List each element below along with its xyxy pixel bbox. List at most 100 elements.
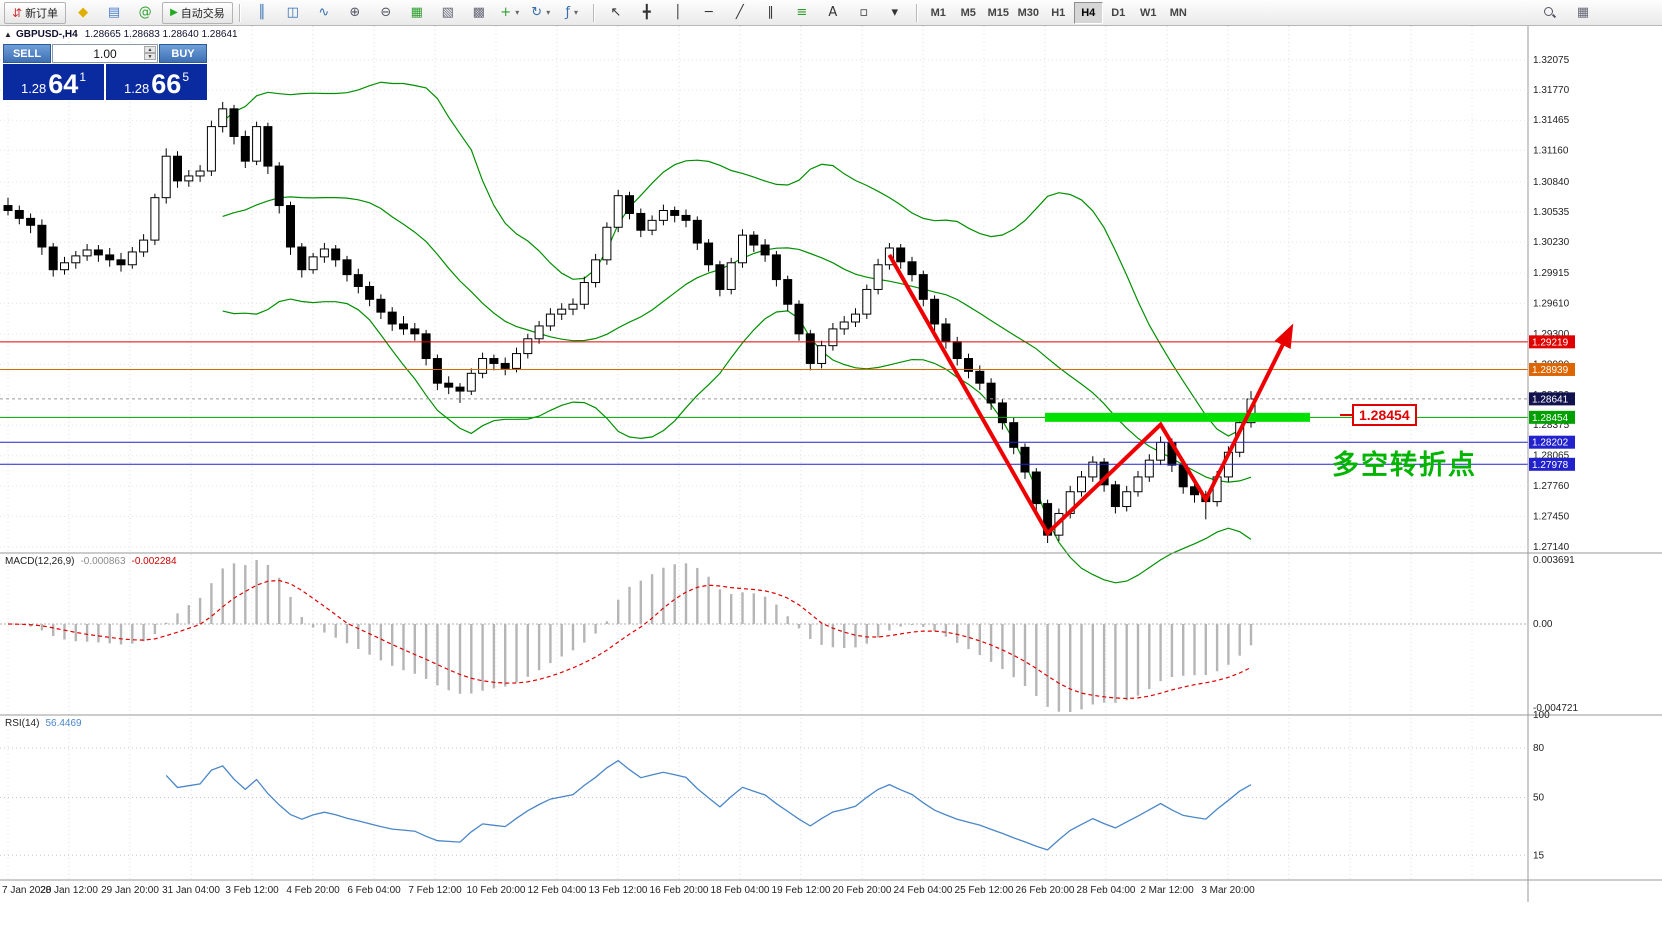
trendline-button[interactable]: ╱ xyxy=(725,2,755,24)
price-badge-resistance-orange: 1.28939 xyxy=(1532,365,1569,376)
timeframe-m1-button[interactable]: M1 xyxy=(930,6,946,19)
new-chart-icon: + xyxy=(500,5,512,20)
timeframe-d1-button[interactable]: D1 xyxy=(1111,6,1126,19)
indicators-button[interactable]: ƒ ▾ xyxy=(557,2,587,24)
timeframe-h4-button[interactable]: H4 xyxy=(1073,1,1103,24)
sell-price-main: 1.28 xyxy=(20,81,47,96)
svg-text:15: 15 xyxy=(1533,850,1545,861)
price-badge-support-blue-2: 1.27978 xyxy=(1532,460,1569,471)
turning-point-note[interactable]: 多空转折点 xyxy=(1332,450,1477,480)
price-badge-current-price: 1.28641 xyxy=(1532,394,1569,405)
symbol-info-bar: GBPUSD-,H4 1.28665 1.28683 1.28640 1.2864… xyxy=(16,29,238,40)
timeframe-m5-button[interactable]: M5 xyxy=(960,6,976,19)
toolbar-separator xyxy=(238,3,241,22)
mailbox-button[interactable]: @ xyxy=(130,2,160,24)
buy-price-point: 5 xyxy=(182,70,190,84)
volume-input[interactable] xyxy=(73,45,137,62)
new-chart-dropdown-icon: ▾ xyxy=(515,8,520,17)
support-price-label[interactable]: 1.28454 xyxy=(1340,404,1417,426)
line-chart-button[interactable]: ∿ xyxy=(309,2,339,24)
svg-text:1.30230: 1.30230 xyxy=(1533,237,1570,248)
bar-chart-button[interactable]: ║ xyxy=(247,2,277,24)
equidistant-channel-button[interactable]: ∥ xyxy=(756,2,786,24)
toolbar-group-right: ▦ xyxy=(1534,2,1598,24)
sell-button[interactable]: SELL xyxy=(3,44,51,63)
vertical-line-icon: │ xyxy=(673,5,682,20)
svg-text:1.32075: 1.32075 xyxy=(1533,55,1570,66)
trend-arrow-annotation[interactable] xyxy=(887,253,1294,537)
text-label-button[interactable]: ▫ xyxy=(849,2,879,24)
indicators-icon: ƒ xyxy=(565,5,571,20)
cursor-button[interactable]: ↖ xyxy=(601,2,631,24)
time-tick-label: 4 Feb 20:00 xyxy=(286,885,340,896)
new-window-button[interactable]: ▦ xyxy=(1568,2,1598,24)
time-tick-label: 24 Feb 04:00 xyxy=(894,885,953,896)
svg-text:1.30840: 1.30840 xyxy=(1533,177,1570,188)
support-zone[interactable] xyxy=(1045,412,1310,422)
timeframe-m30-button[interactable]: M30 xyxy=(1017,6,1039,19)
horizontal-line-button[interactable]: ─ xyxy=(694,2,724,24)
candlestick-series xyxy=(3,101,1256,544)
svg-text:80: 80 xyxy=(1533,743,1545,754)
buy-price-panel[interactable]: 1.28 66 5 xyxy=(106,64,207,100)
toolbar-group-general: ◆ ▤ @ xyxy=(68,2,160,24)
one-click-collapse-icon[interactable]: ▲ xyxy=(4,30,12,39)
text-label-icon: ▫ xyxy=(859,5,869,20)
price-badges[interactable]: 1.29219 1.28939 1.28641 1.28454 1.28202 1.279… xyxy=(1529,335,1575,471)
svg-text:1.28065: 1.28065 xyxy=(1533,451,1570,462)
profiles-button[interactable]: ↻ ▾ xyxy=(526,2,556,24)
svg-text:1.28375: 1.28375 xyxy=(1533,420,1570,431)
text-button[interactable]: A xyxy=(818,2,848,24)
horizontal-levels[interactable] xyxy=(0,341,1528,465)
time-tick-label: 18 Feb 04:00 xyxy=(711,885,770,896)
macd-main-value: -0.000863 xyxy=(80,556,126,567)
arrows-list-button[interactable]: ▾ xyxy=(880,2,910,24)
volume-up-icon[interactable]: ▲ xyxy=(144,46,156,53)
time-tick-label: 16 Feb 20:00 xyxy=(650,885,709,896)
fibonacci-icon: ≡ xyxy=(796,5,808,20)
time-tick-label: 29 Jan 20:00 xyxy=(101,885,159,896)
zoom-in-button[interactable]: ⊕ xyxy=(340,2,370,24)
tile-windows-button[interactable]: ▦ xyxy=(402,2,432,24)
toolbar-group-timeframes: M1 M5 M15 M30 H1 H4 D1 W1 MN xyxy=(924,1,1193,24)
cascade-windows-button[interactable]: ▧ xyxy=(433,2,463,24)
time-tick-label: 7 Feb 12:00 xyxy=(408,885,462,896)
macd-signal-value: -0.002284 xyxy=(131,556,177,567)
zoom-out-button[interactable]: ⊖ xyxy=(371,2,401,24)
svg-text:1.30535: 1.30535 xyxy=(1533,207,1570,218)
time-tick-label: 28 Jan 12:00 xyxy=(40,885,98,896)
arrange-windows-button[interactable]: ▩ xyxy=(464,2,494,24)
crosshair-button[interactable]: ╋ xyxy=(632,2,662,24)
buy-price-pips: 66 xyxy=(151,69,182,100)
market-watch-button[interactable]: ▤ xyxy=(99,2,129,24)
indicators-dropdown-icon: ▾ xyxy=(574,8,579,17)
volume-down-icon[interactable]: ▼ xyxy=(144,53,156,60)
svg-text:1.31465: 1.31465 xyxy=(1533,115,1570,126)
time-tick-label: 7 Jan 2020 xyxy=(2,885,52,896)
search-button[interactable] xyxy=(1534,2,1564,24)
timeframe-w1-button[interactable]: W1 xyxy=(1140,6,1157,19)
crosshair-icon: ╋ xyxy=(642,5,651,20)
sell-price-panel[interactable]: 1.28 64 1 xyxy=(3,64,104,100)
fibonacci-button[interactable]: ≡ xyxy=(787,2,817,24)
market-watch-icon: ▤ xyxy=(107,5,121,20)
rsi-indicator-label: RSI(14) 56.4469 xyxy=(5,718,82,729)
new-chart-button[interactable]: + ▾ xyxy=(495,2,525,24)
svg-text:1.27450: 1.27450 xyxy=(1533,511,1570,522)
time-tick-label: 28 Feb 04:00 xyxy=(1077,885,1136,896)
metaeditor-button[interactable]: ◆ xyxy=(68,2,98,24)
candlestick-chart-button[interactable]: ◫ xyxy=(278,2,308,24)
buy-button[interactable]: BUY xyxy=(159,44,207,63)
timeframe-m15-button[interactable]: M15 xyxy=(987,6,1009,19)
horizontal-line-icon: ─ xyxy=(704,5,713,20)
auto-trading-button[interactable]: ▶ 自动交易 xyxy=(162,1,233,24)
new-order-button[interactable]: ⇵ 新订单 xyxy=(4,1,67,24)
svg-text:1.31770: 1.31770 xyxy=(1533,85,1570,96)
timeframe-h1-button[interactable]: H1 xyxy=(1051,6,1066,19)
vertical-line-button[interactable]: │ xyxy=(663,2,693,24)
timeframe-mn-button[interactable]: MN xyxy=(1169,6,1187,19)
candlestick-chart-icon: ◫ xyxy=(286,5,299,20)
price-badge-support-blue-1: 1.28202 xyxy=(1532,438,1569,449)
